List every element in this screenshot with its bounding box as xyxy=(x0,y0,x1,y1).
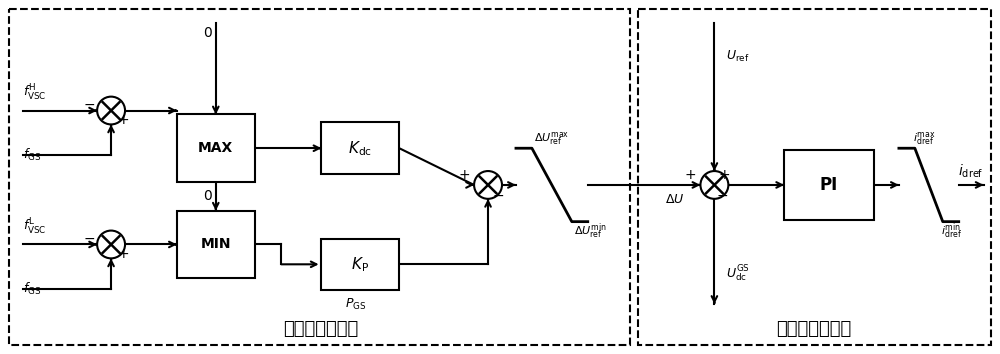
Text: $\Delta U_{\rm ref}^{\rm min}$: $\Delta U_{\rm ref}^{\rm min}$ xyxy=(574,222,606,241)
Bar xyxy=(177,211,255,278)
Text: $+$: $+$ xyxy=(117,247,129,261)
Text: $i_{\rm dref}^{\rm max}$: $i_{\rm dref}^{\rm max}$ xyxy=(913,130,935,147)
Text: MIN: MIN xyxy=(201,238,231,251)
Text: $+$: $+$ xyxy=(684,168,697,182)
Bar xyxy=(177,114,255,182)
Text: $-$: $-$ xyxy=(83,230,95,245)
Text: $f_{\rm VSC}^{\rm H}$: $f_{\rm VSC}^{\rm H}$ xyxy=(23,82,47,103)
Text: $+$: $+$ xyxy=(458,168,470,182)
Text: $K_{\rm P}$: $K_{\rm P}$ xyxy=(351,255,369,274)
Text: $i_{\rm dref}^{\rm min}$: $i_{\rm dref}^{\rm min}$ xyxy=(941,222,962,241)
Text: MAX: MAX xyxy=(198,141,233,155)
Text: $K_{\rm dc}$: $K_{\rm dc}$ xyxy=(348,139,372,158)
Text: $U_{\rm dc}^{\rm GS}$: $U_{\rm dc}^{\rm GS}$ xyxy=(726,264,750,284)
Text: 定直汁电压控制: 定直汁电压控制 xyxy=(776,320,852,338)
Text: $+$: $+$ xyxy=(718,168,730,182)
Circle shape xyxy=(474,171,502,199)
Text: $f_{\rm VSC}^{\rm L}$: $f_{\rm VSC}^{\rm L}$ xyxy=(23,217,47,237)
Text: 0: 0 xyxy=(203,189,212,203)
Text: $\Delta U$: $\Delta U$ xyxy=(665,193,684,206)
Text: $U_{\rm ref}$: $U_{\rm ref}$ xyxy=(726,48,750,63)
Text: $f_{\rm GS}$: $f_{\rm GS}$ xyxy=(23,281,42,297)
Text: $\Delta U_{\rm ref}^{\rm max}$: $\Delta U_{\rm ref}^{\rm max}$ xyxy=(534,130,569,147)
Circle shape xyxy=(97,230,125,258)
Text: 变电压附加控制: 变电压附加控制 xyxy=(283,320,358,338)
Bar xyxy=(638,9,991,345)
Text: $i_{\rm dref}$: $i_{\rm dref}$ xyxy=(958,162,984,180)
Bar xyxy=(784,150,874,220)
Text: 0: 0 xyxy=(203,26,212,40)
Bar xyxy=(321,122,399,174)
Circle shape xyxy=(700,171,728,199)
Text: $-$: $-$ xyxy=(716,188,728,202)
Text: PI: PI xyxy=(820,176,838,194)
Text: $-$: $-$ xyxy=(492,188,504,202)
Text: $-$: $-$ xyxy=(83,97,95,110)
Circle shape xyxy=(97,97,125,124)
Text: $P_{\rm GS}$: $P_{\rm GS}$ xyxy=(345,296,366,312)
Bar xyxy=(321,239,399,290)
Bar xyxy=(9,9,630,345)
Text: $+$: $+$ xyxy=(117,113,129,127)
Text: $f_{\rm GS}$: $f_{\rm GS}$ xyxy=(23,147,42,163)
